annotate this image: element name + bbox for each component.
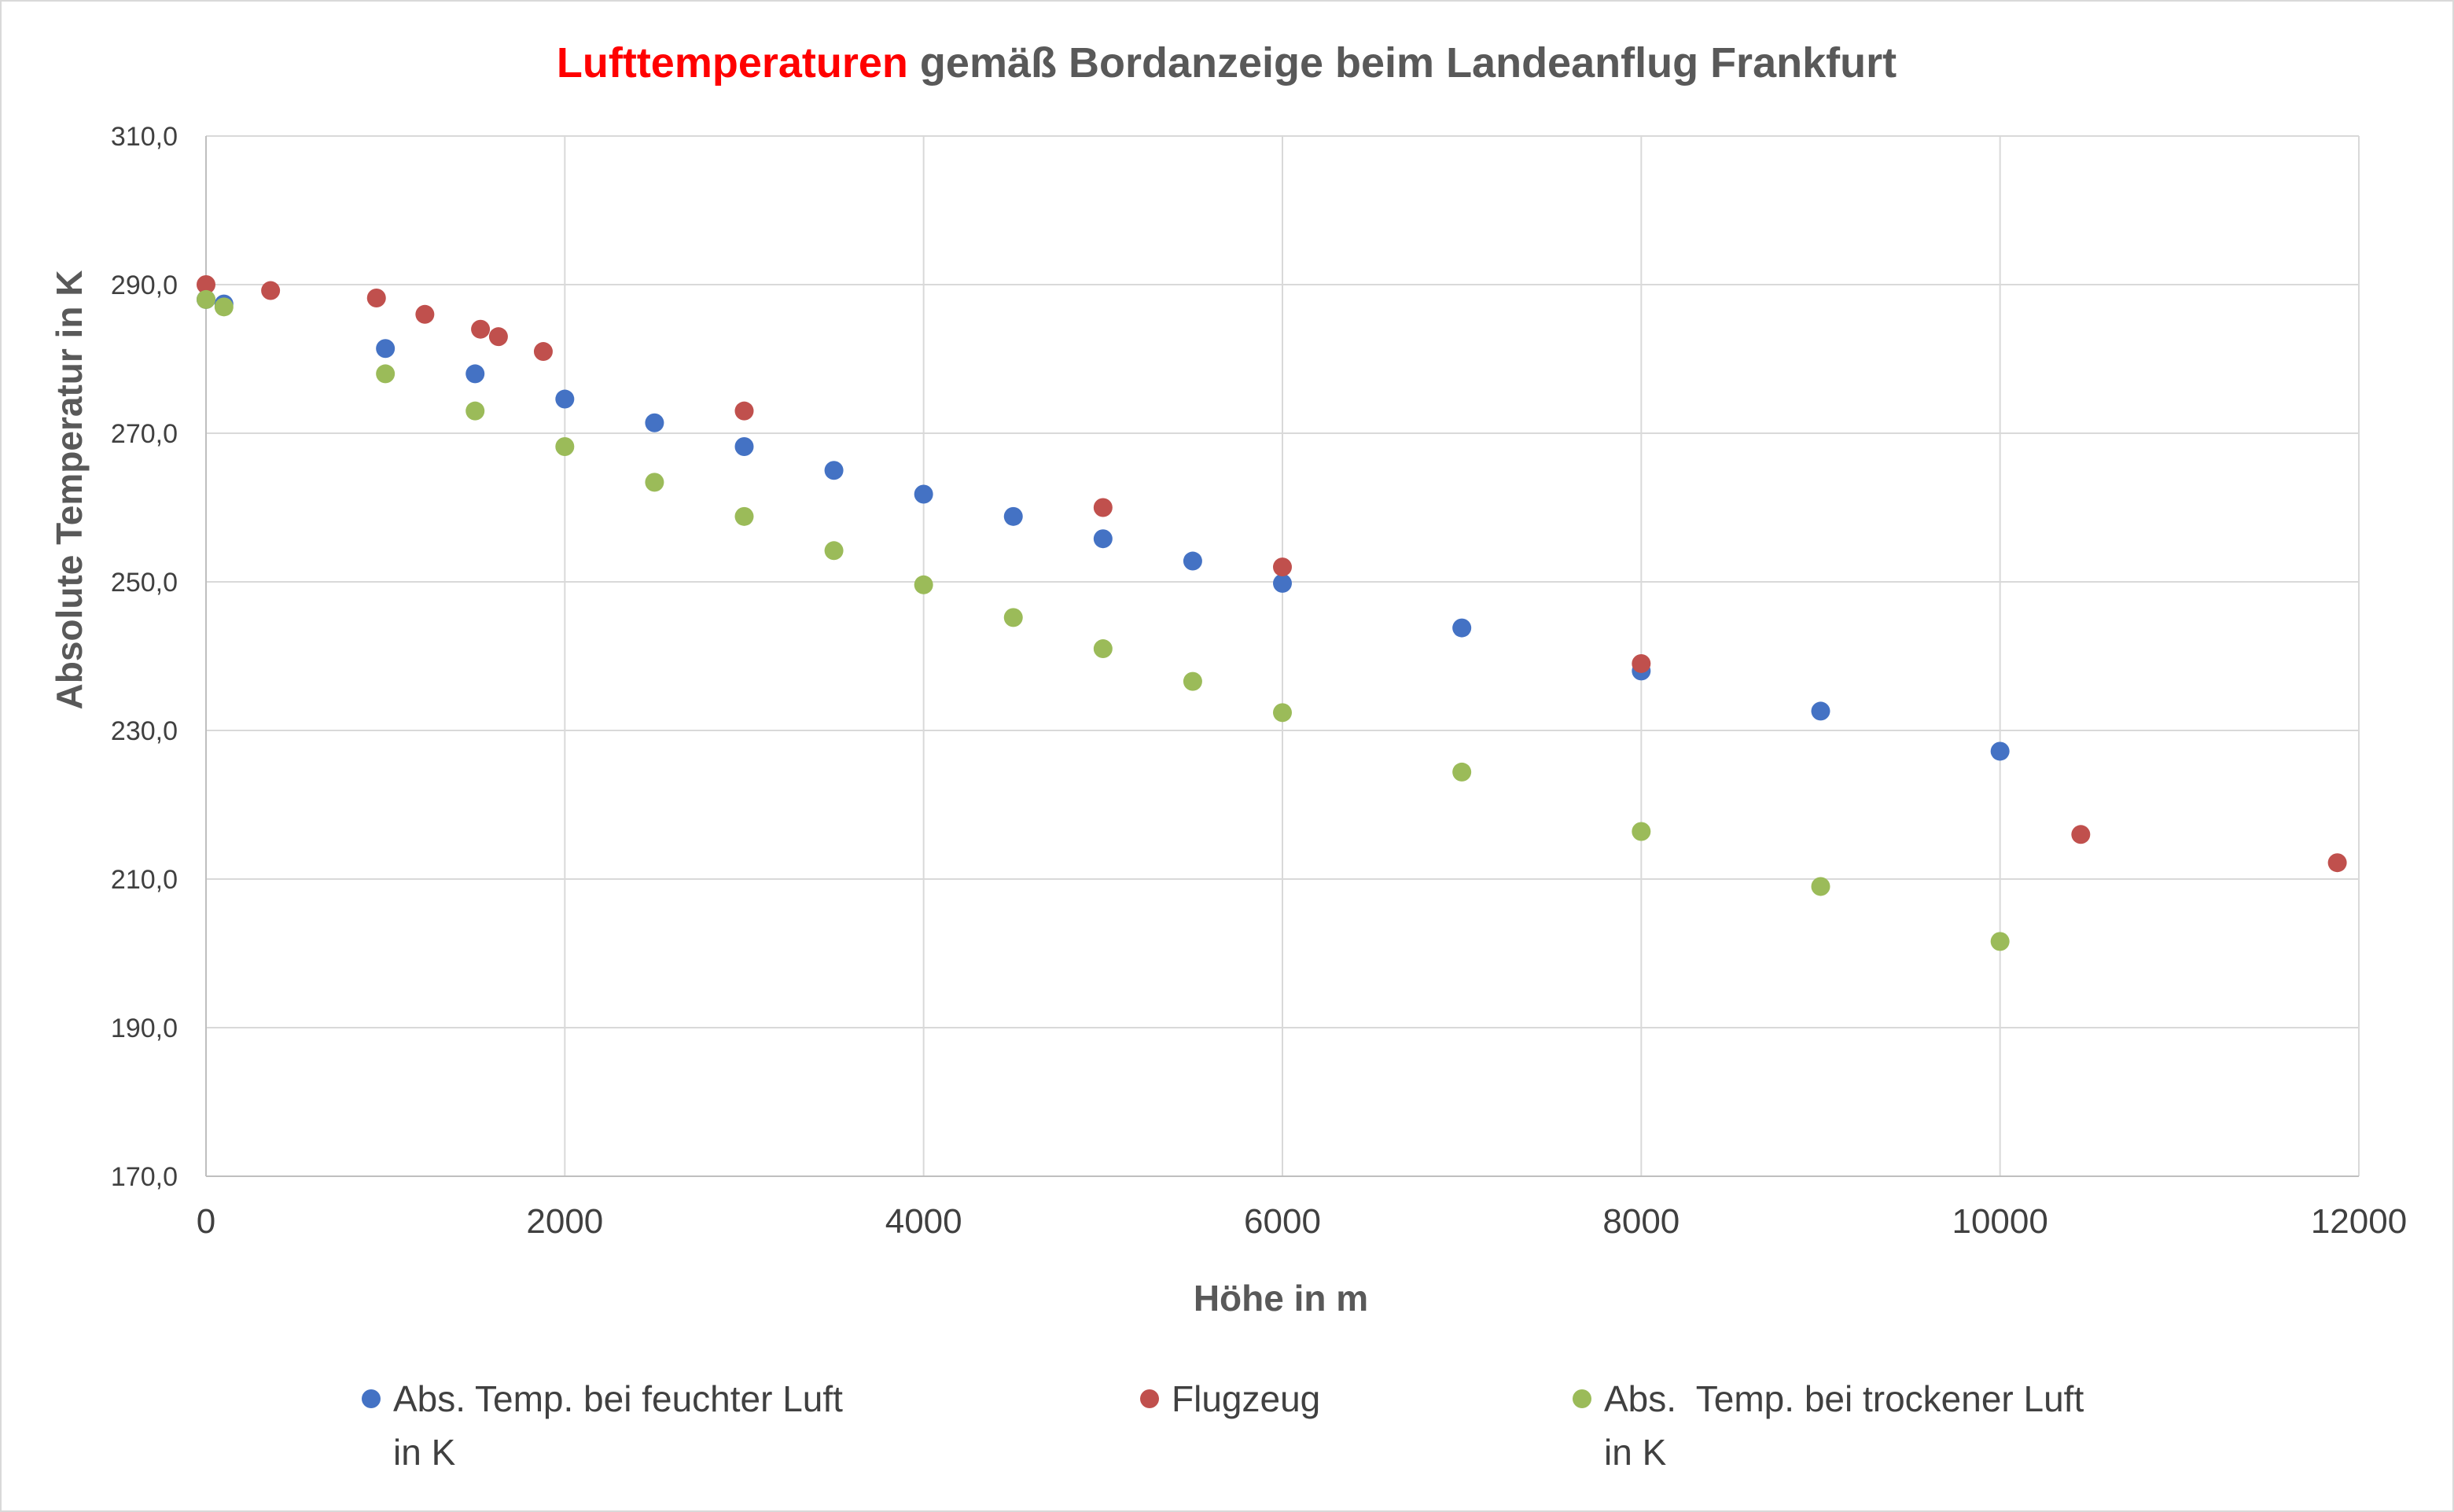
chart-title-part-0: Lufttemperaturen: [557, 39, 908, 86]
grid-lines: [205, 135, 2360, 1177]
data-point: [1003, 506, 1023, 526]
data-point: [1990, 741, 2010, 761]
x-tick-label: 0: [197, 1202, 215, 1241]
x-tick-labels: 0 2000 4000 6000 8000 10000 12000: [197, 1202, 2407, 1241]
data-point: [1811, 701, 1830, 721]
data-point: [824, 541, 844, 561]
series-0: [197, 289, 2010, 761]
legend-label: in K: [1604, 1432, 1667, 1473]
data-point: [1452, 762, 1472, 782]
data-point: [645, 413, 664, 432]
data-point: [914, 484, 933, 504]
x-tick-label: 12000: [2311, 1202, 2407, 1241]
data-point: [1093, 529, 1113, 549]
data-point: [1632, 653, 1651, 673]
y-tick-labels: 170,0 190,0 210,0 230,0 250,0 270,0 290,0 310,0: [111, 122, 178, 1192]
data-point: [1273, 573, 1292, 593]
x-tick-label: 4000: [885, 1202, 962, 1241]
legend-marker: [362, 1389, 381, 1408]
axes: [205, 136, 2359, 1177]
data-point: [1632, 822, 1651, 841]
x-axis-title: Höhe in m: [1194, 1278, 1368, 1319]
y-tick-label: 170,0: [111, 1162, 178, 1192]
data-point: [366, 289, 386, 308]
data-point: [2071, 825, 2091, 844]
legend-entry-2: Abs. Temp. bei trockener Luft in K: [1573, 1378, 2084, 1473]
chart-title: Lufttemperaturen gemäß Bordanzeige beim …: [557, 39, 1897, 86]
x-tick-label: 10000: [1952, 1202, 2047, 1241]
data-point: [1990, 932, 2010, 951]
y-axis-title: Absolute Temperatur in K: [49, 270, 90, 710]
legend-marker: [1573, 1389, 1591, 1408]
legend-label: Flugzeug: [1172, 1378, 1320, 1419]
data-point: [1093, 639, 1113, 659]
data-point: [533, 342, 553, 362]
data-point: [1003, 608, 1023, 627]
legend-marker: [1140, 1389, 1159, 1408]
legend-label: in K: [393, 1432, 456, 1473]
data-point: [734, 437, 754, 457]
y-tick-label: 210,0: [111, 865, 178, 895]
y-tick-label: 310,0: [111, 122, 178, 152]
data-point: [214, 297, 234, 317]
data-point: [488, 327, 508, 347]
data-point: [1452, 618, 1472, 638]
data-point: [734, 506, 754, 526]
series-2: [197, 289, 2010, 951]
data-point: [376, 339, 396, 359]
data-point: [1273, 703, 1292, 723]
data-point: [261, 281, 281, 300]
data-point: [197, 289, 215, 309]
y-tick-label: 270,0: [111, 419, 178, 449]
data-point: [645, 473, 664, 492]
data-point: [555, 389, 575, 409]
data-point: [824, 461, 844, 480]
chart-title-part-1: gemäß Bordanzeige beim Landeanflug Frank…: [908, 39, 1897, 86]
y-tick-label: 290,0: [111, 270, 178, 300]
data-point: [465, 401, 485, 421]
data-point: [1183, 551, 1202, 571]
legend-label: Abs. Temp. bei feuchter Luft: [393, 1378, 843, 1419]
legend-label: Abs. Temp. bei trockener Luft: [1604, 1378, 2084, 1419]
data-point: [1811, 877, 1830, 896]
data-point: [376, 364, 396, 384]
data-point: [1183, 671, 1202, 691]
series-1: [197, 275, 2347, 873]
legend-entry-0: Abs. Temp. bei feuchter Luft in K: [362, 1378, 843, 1473]
x-tick-label: 8000: [1602, 1202, 1680, 1241]
y-tick-label: 230,0: [111, 716, 178, 746]
data-point: [471, 319, 491, 339]
x-tick-label: 2000: [526, 1202, 603, 1241]
data-point: [415, 304, 435, 324]
y-tick-label: 190,0: [111, 1014, 178, 1043]
data-points: [197, 275, 2347, 951]
data-point: [1273, 557, 1292, 577]
data-point: [555, 437, 575, 457]
data-point: [197, 275, 215, 294]
data-point: [465, 364, 485, 384]
y-tick-label: 250,0: [111, 568, 178, 598]
data-point: [734, 401, 754, 421]
legend: Abs. Temp. bei feuchter Luft in K Flugzeug…: [362, 1378, 2084, 1473]
data-point: [2327, 853, 2347, 873]
data-point: [914, 575, 933, 594]
legend-entry-1: Flugzeug: [1140, 1378, 1320, 1419]
x-tick-label: 6000: [1244, 1202, 1321, 1241]
data-point: [1093, 498, 1113, 517]
